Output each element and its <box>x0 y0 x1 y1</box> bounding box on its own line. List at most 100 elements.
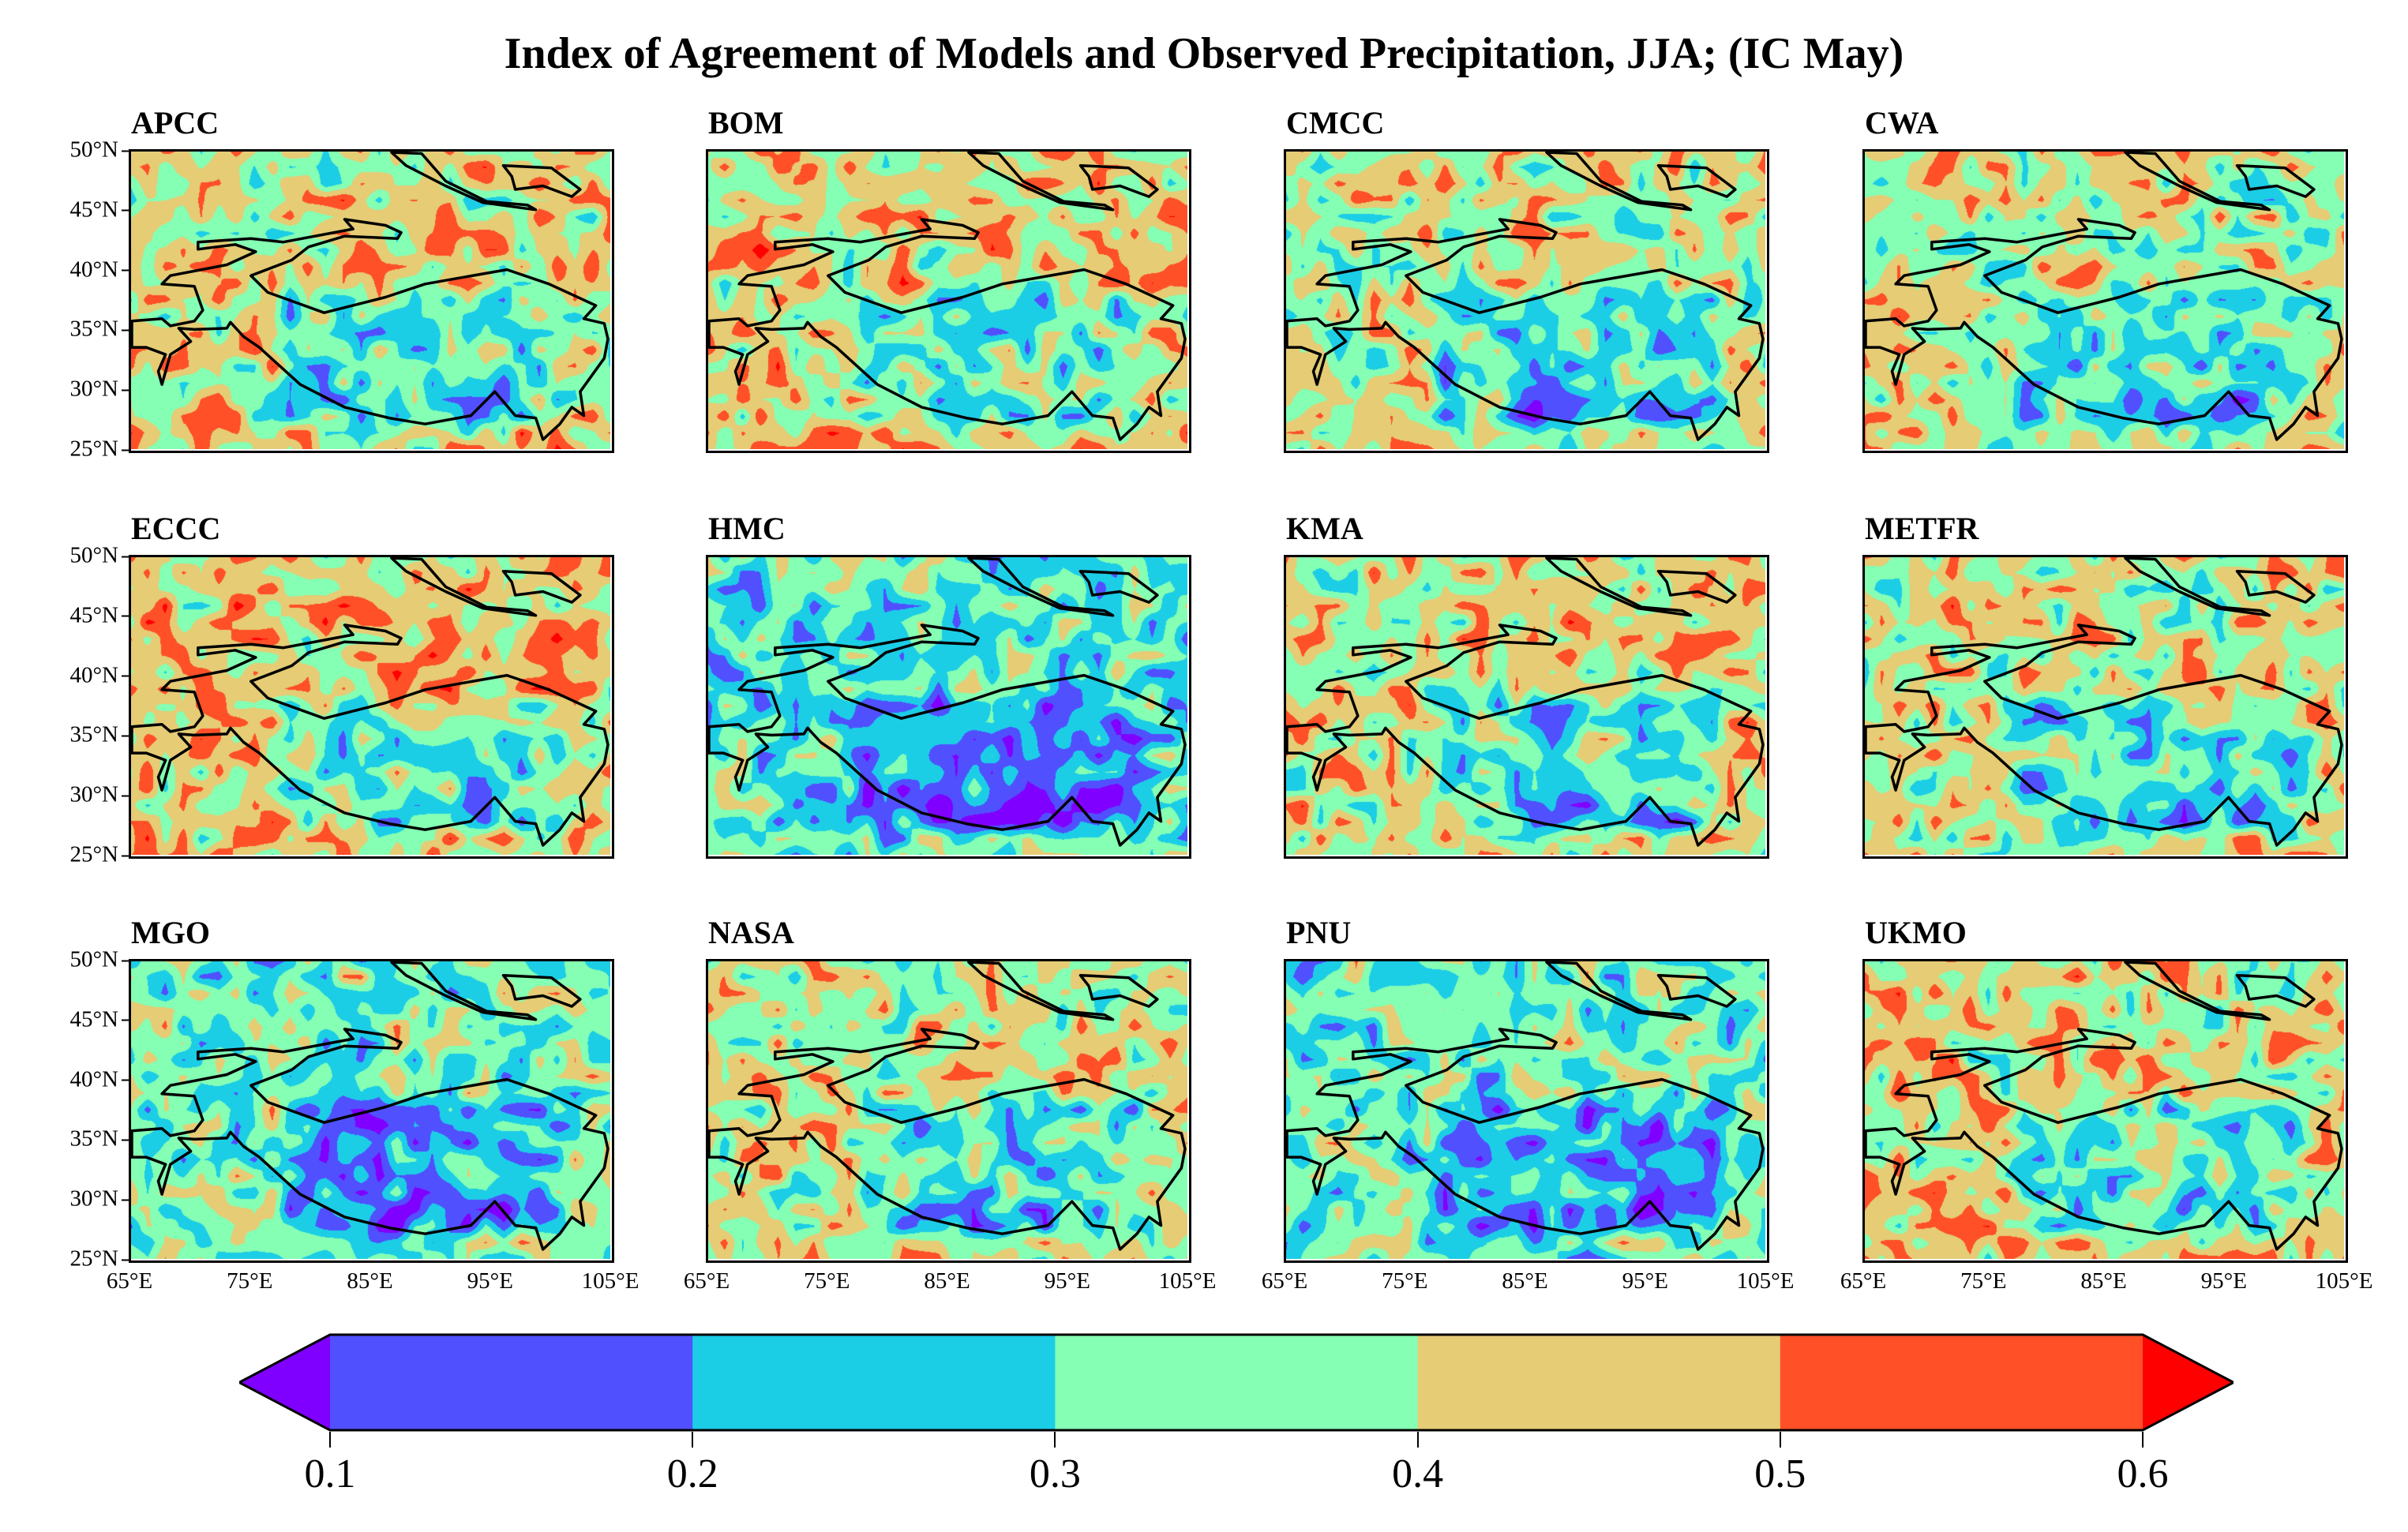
latitude-tick-label: 45°N <box>69 197 129 223</box>
tibetan-plateau-outline <box>130 1028 610 1251</box>
lake-balkhash-outline <box>390 961 538 1021</box>
northern-boundary-outline <box>1078 163 1159 198</box>
colorbar-tick-label: 0.3 <box>1029 1451 1081 1496</box>
panel-label: CMCC <box>1286 105 1385 140</box>
longitude-tick-label: 75°E <box>1382 1268 1428 1294</box>
precipitation-agreement-field <box>1285 960 1765 1259</box>
colorbar-tick-mark <box>1054 1432 1056 1448</box>
lake-balkhash-outline <box>390 556 538 617</box>
latitude-tick-label: 45°N <box>69 602 129 628</box>
colorbar-extend-low <box>239 1335 330 1430</box>
panel-label: ECCC <box>131 511 221 546</box>
precipitation-agreement-field <box>1863 556 2344 855</box>
colorbar-tick-mark <box>2142 1432 2144 1448</box>
panel-label: UKMO <box>1865 915 1967 950</box>
tibetan-plateau-outline <box>1285 1028 1765 1251</box>
northern-boundary-outline <box>501 163 582 198</box>
boundary-lines <box>1285 556 1765 847</box>
map-panel-apcc: APCC 50°N 45°N 40°N 35°N 30°N 25°N <box>69 105 614 462</box>
longitude-tick-label: 85°E <box>1502 1268 1548 1294</box>
colorbar-tick-mark <box>329 1432 331 1448</box>
precipitation-agreement-field <box>129 960 610 1259</box>
precipitation-agreement-field <box>1285 150 1765 449</box>
longitude-tick-label: 85°E <box>347 1268 393 1294</box>
latitude-tick-label: 50°N <box>69 137 129 163</box>
longitude-tick-label: 95°E <box>467 1268 513 1294</box>
latitude-tick-label: 35°N <box>69 316 129 342</box>
longitude-tick-label: 105°E <box>1158 1268 1217 1294</box>
northern-boundary-outline <box>1656 973 1737 1008</box>
lake-balkhash-outline <box>1545 151 1693 212</box>
longitude-tick-label: 75°E <box>1960 1268 2007 1294</box>
northern-boundary-outline <box>1078 569 1159 604</box>
map-panel-cmcc: CMCC <box>1284 105 1769 453</box>
longitude-tick-label: 105°E <box>2315 1268 2373 1294</box>
tibetan-plateau-outline <box>1864 218 2343 441</box>
map-panel-kma: KMA <box>1284 511 1769 859</box>
boundary-lines <box>130 961 610 1251</box>
northern-boundary-outline <box>1656 569 1737 604</box>
map-panel-mgo: MGO 50°N 45°N 40°N 35°N 30°N 25°N 65°E 75°E 85°E 9… <box>69 915 639 1294</box>
colorbar-outline <box>239 1333 2234 1432</box>
lake-balkhash-outline <box>2124 961 2271 1021</box>
longitude-tick-label: 85°E <box>924 1268 970 1294</box>
latitude-tick-label: 25°N <box>69 841 129 867</box>
latitude-tick-label: 50°N <box>69 542 129 568</box>
colorbar-segment <box>1417 1335 1781 1430</box>
latitude-tick-label: 30°N <box>69 376 129 402</box>
northern-boundary-outline <box>501 569 582 604</box>
latitude-tick-label: 25°N <box>69 436 129 462</box>
longitude-tick-label: 75°E <box>804 1268 850 1294</box>
tibetan-plateau-outline <box>1285 218 1765 441</box>
colorbar-tick-label: 0.2 <box>666 1451 718 1496</box>
boundary-lines <box>130 556 610 847</box>
colorbar-segment <box>1055 1335 1419 1430</box>
colorbar-tick-mark <box>1779 1432 1781 1448</box>
colorbar-tick-mark <box>1416 1432 1419 1448</box>
lake-balkhash-outline <box>967 961 1115 1021</box>
boundary-lines <box>130 151 610 441</box>
colorbar-tick-label: 0.6 <box>2117 1451 2169 1496</box>
latitude-tick-label: 30°N <box>69 1186 129 1212</box>
longitude-tick-label: 105°E <box>581 1268 640 1294</box>
colorbar <box>239 1333 2234 1432</box>
northern-boundary-outline <box>1656 163 1737 198</box>
latitude-tick-label: 30°N <box>69 781 129 807</box>
colorbar-segment <box>1780 1335 2144 1430</box>
map-panel-eccc: ECCC 50°N 45°N 40°N 35°N 30°N 25°N <box>69 511 614 867</box>
panel-label: MGO <box>131 915 210 950</box>
colorbar-tick-label: 0.4 <box>1392 1451 1444 1496</box>
lake-balkhash-outline <box>2124 556 2271 617</box>
latitude-tick-label: 50°N <box>69 946 129 972</box>
map-panel-nasa: NASA 65°E 75°E 85°E 95°E 105°E <box>684 915 1217 1294</box>
lake-balkhash-outline <box>967 556 1115 617</box>
colorbar-tick-label: 0.1 <box>304 1451 356 1496</box>
longitude-tick-label: 95°E <box>1044 1268 1090 1294</box>
latitude-tick-label: 45°N <box>69 1006 129 1032</box>
panel-label: METFR <box>1865 511 1979 546</box>
map-panel-ukmo: UKMO 65°E 75°E 85°E 95°E 105°E <box>1840 915 2373 1294</box>
boundary-lines <box>707 556 1187 847</box>
latitude-tick-label: 35°N <box>69 1126 129 1152</box>
precipitation-agreement-field <box>1863 960 2344 1259</box>
longitude-tick-label: 95°E <box>1622 1268 1668 1294</box>
precipitation-agreement-field <box>707 960 1187 1259</box>
northern-boundary-outline <box>2235 163 2316 198</box>
latitude-tick-label: 40°N <box>69 1066 129 1092</box>
tibetan-plateau-outline <box>1285 624 1765 847</box>
precipitation-agreement-field <box>1285 556 1765 855</box>
boundary-lines <box>1285 961 1765 1251</box>
longitude-tick-label: 65°E <box>683 1268 730 1294</box>
precipitation-agreement-field <box>129 556 610 855</box>
panel-label: APCC <box>131 105 219 140</box>
panel-label: HMC <box>708 511 786 546</box>
boundary-lines <box>707 961 1187 1251</box>
longitude-tick-label: 85°E <box>2080 1268 2127 1294</box>
boundary-lines <box>1864 961 2343 1251</box>
panel-label: KMA <box>1286 511 1363 546</box>
longitude-tick-label: 75°E <box>227 1268 273 1294</box>
lake-balkhash-outline <box>2124 151 2271 212</box>
latitude-tick-label: 40°N <box>69 662 129 688</box>
longitude-tick-label: 95°E <box>2200 1268 2247 1294</box>
colorbar-segment <box>692 1335 1056 1430</box>
